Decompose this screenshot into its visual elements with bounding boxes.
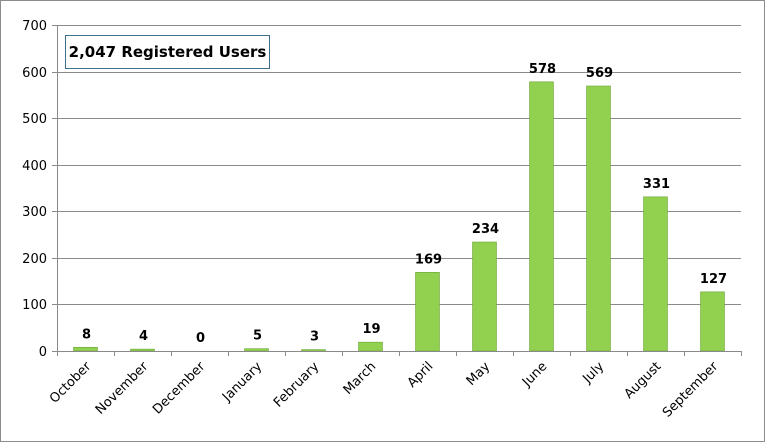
data-label-april: 169: [415, 252, 442, 267]
labels: 0 100 200 300 400 500 600 700 8 October 4 November 0…: [22, 19, 727, 421]
x-tick-label-november: November: [93, 359, 152, 418]
y-tick-label: 400: [22, 159, 47, 174]
bar-august: [643, 196, 668, 352]
axes: [52, 25, 742, 356]
x-tick-label-january: January: [219, 359, 265, 405]
bar-may: [472, 241, 497, 352]
x-tick-label-october: October: [47, 359, 95, 407]
data-label-june: 578: [529, 62, 556, 77]
x-tick-label-april: April: [405, 359, 437, 391]
bar-june: [529, 81, 554, 352]
x-tick-label-february: February: [271, 359, 323, 411]
x-tick-label-july: July: [579, 359, 607, 387]
chart-title: 2,047 Registered Users: [65, 35, 270, 69]
bar-november: [130, 348, 155, 352]
data-label-october: 8: [82, 327, 91, 342]
x-tick-label-may: May: [464, 359, 494, 389]
y-tick-label: 600: [22, 66, 47, 81]
bar-april: [415, 271, 440, 352]
y-tick-label: 200: [22, 252, 47, 267]
bar-september: [700, 291, 725, 352]
data-label-february: 3: [310, 330, 319, 345]
bar-march: [358, 341, 383, 352]
bar-february: [301, 349, 326, 352]
data-label-december: 0: [196, 331, 205, 346]
x-tick-label-september: September: [660, 359, 722, 421]
x-tick-label-june: June: [519, 359, 550, 390]
y-tick-label: 500: [22, 112, 47, 127]
data-label-march: 19: [362, 322, 380, 337]
bar-january: [244, 348, 269, 352]
bars: [73, 81, 725, 352]
gridlines: [57, 25, 741, 305]
y-tick-label: 700: [22, 19, 47, 34]
y-tick-label: 100: [22, 298, 47, 313]
x-tick-label-march: March: [341, 359, 380, 398]
x-tick-label-december: December: [150, 359, 209, 418]
data-label-november: 4: [139, 329, 148, 344]
x-tick-label-august: August: [622, 359, 665, 402]
y-tick-label: 300: [22, 205, 47, 220]
data-label-september: 127: [700, 272, 727, 287]
data-label-may: 234: [472, 222, 499, 237]
data-label-january: 5: [253, 329, 262, 344]
bar-july: [586, 85, 611, 352]
y-tick-label: 0: [39, 345, 47, 360]
data-label-july: 569: [586, 66, 613, 81]
bar-october: [73, 346, 98, 352]
data-label-august: 331: [643, 177, 670, 192]
